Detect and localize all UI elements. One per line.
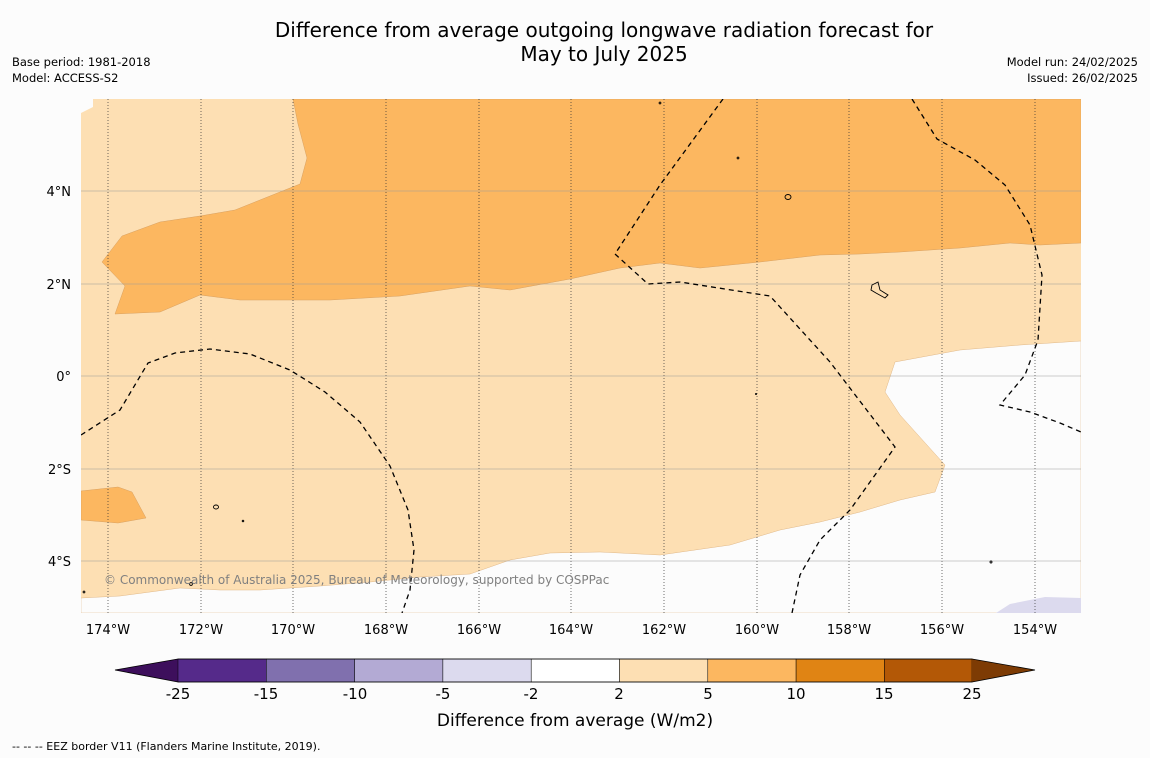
island-8 [989, 560, 993, 564]
anomaly-fill-minus5-minus2 [996, 597, 1081, 613]
lon-label: 154°W [1013, 623, 1057, 638]
colorbar-tick: 25 [962, 685, 981, 703]
map-plot [81, 99, 1081, 613]
colorbar-bin [619, 658, 709, 683]
base-period: Base period: 1981-2018 [12, 55, 151, 69]
colorbar-tick: 2 [614, 685, 624, 703]
colorbar-bin [707, 658, 797, 683]
title-line-2: May to July 2025 [520, 42, 688, 66]
colorbar-outline [114, 658, 1036, 683]
lon-label: 170°W [271, 623, 315, 638]
lat-label: 2°N [47, 278, 72, 293]
colorbar-label: Difference from average (W/m2) [437, 711, 713, 731]
lat-label: 4°S [48, 555, 71, 570]
colorbar-bin [354, 658, 444, 683]
colorbar-tick: -10 [343, 685, 368, 703]
colorbar-bin [884, 658, 973, 683]
model-run: Model run: 24/02/2025 [1006, 55, 1138, 69]
colorbar-tick: -25 [166, 685, 191, 703]
anomaly-fill-5-10-southwest [81, 486, 147, 524]
island-9 [82, 590, 86, 594]
colorbar-bin [795, 658, 885, 683]
colorbar-tick: 5 [703, 685, 713, 703]
colorbar-tick: 15 [874, 685, 893, 703]
anomaly-fill-5-10-north [101, 99, 1081, 315]
eez-border-west [81, 348, 415, 613]
colorbar-bin [530, 658, 620, 683]
island-6 [658, 101, 662, 105]
lon-label: 164°W [549, 623, 593, 638]
model-name: Model: ACCESS-S2 [12, 71, 119, 85]
longitude-labels: 174°W 172°W 170°W 168°W 166°W 164°W 162°… [86, 623, 1057, 638]
colorbar-tick: 10 [786, 685, 805, 703]
lon-label: 158°W [827, 623, 871, 638]
colorbar-extend-low [115, 659, 178, 682]
colorbar-tick: -15 [254, 685, 279, 703]
right-meta: Model run: 24/02/2025 Issued: 26/02/2025 [1007, 54, 1138, 86]
colorbar [114, 658, 1036, 683]
island-kiritimati [870, 281, 889, 299]
eez-borders [81, 99, 1081, 613]
latitude-gridlines [81, 190, 1081, 562]
island-3 [241, 519, 245, 523]
eez-footnote: -- -- -- EEZ border V11 (Flanders Marine… [12, 740, 321, 753]
eez-border-central [614, 99, 896, 613]
colorbar-bin [266, 658, 355, 683]
chart-title: Difference from average outgoing longwav… [0, 18, 1150, 66]
latitude-labels: 4°N 2°N 0° 2°S 4°S [47, 185, 72, 570]
lat-label: 0° [56, 370, 71, 385]
colorbar-tick-labels: -25 -15 -10 -5 -2 2 5 10 15 25 [166, 685, 982, 703]
issued-date: Issued: 26/02/2025 [1027, 71, 1138, 85]
islands [82, 101, 993, 594]
colorbar-bin [177, 658, 267, 683]
island-2 [213, 504, 219, 510]
colorbar-tick: -5 [436, 685, 451, 703]
island-4 [189, 582, 193, 586]
lon-label: 166°W [457, 623, 501, 638]
lat-label: 2°S [48, 463, 71, 478]
lon-label: 156°W [920, 623, 964, 638]
island-5 [736, 156, 740, 160]
anomaly-fill-neutral [81, 340, 1081, 613]
lon-label: 162°W [642, 623, 686, 638]
left-meta: Base period: 1981-2018 Model: ACCESS-S2 [12, 54, 151, 86]
island-1 [784, 194, 792, 200]
no-data-region [81, 99, 93, 113]
lon-label: 160°W [735, 623, 779, 638]
colorbar-tick: -2 [524, 685, 539, 703]
island-7 [754, 392, 758, 396]
lon-label: 172°W [179, 623, 223, 638]
lon-label: 168°W [364, 623, 408, 638]
colorbar-bin [442, 658, 532, 683]
eez-border-east [911, 99, 1081, 433]
title-line-1: Difference from average outgoing longwav… [274, 18, 934, 42]
copyright-text: © Commonwealth of Australia 2025, Bureau… [104, 573, 609, 587]
lat-label: 4°N [47, 185, 72, 200]
lon-label: 174°W [86, 623, 130, 638]
colorbar-extend-high [972, 659, 1035, 682]
